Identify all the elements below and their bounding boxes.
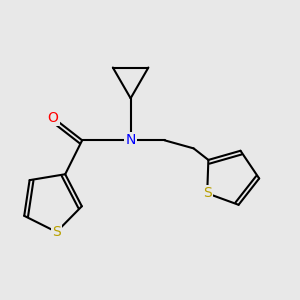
Text: S: S	[203, 186, 212, 200]
Text: O: O	[48, 111, 58, 125]
Text: N: N	[125, 133, 136, 147]
Text: S: S	[52, 225, 61, 239]
